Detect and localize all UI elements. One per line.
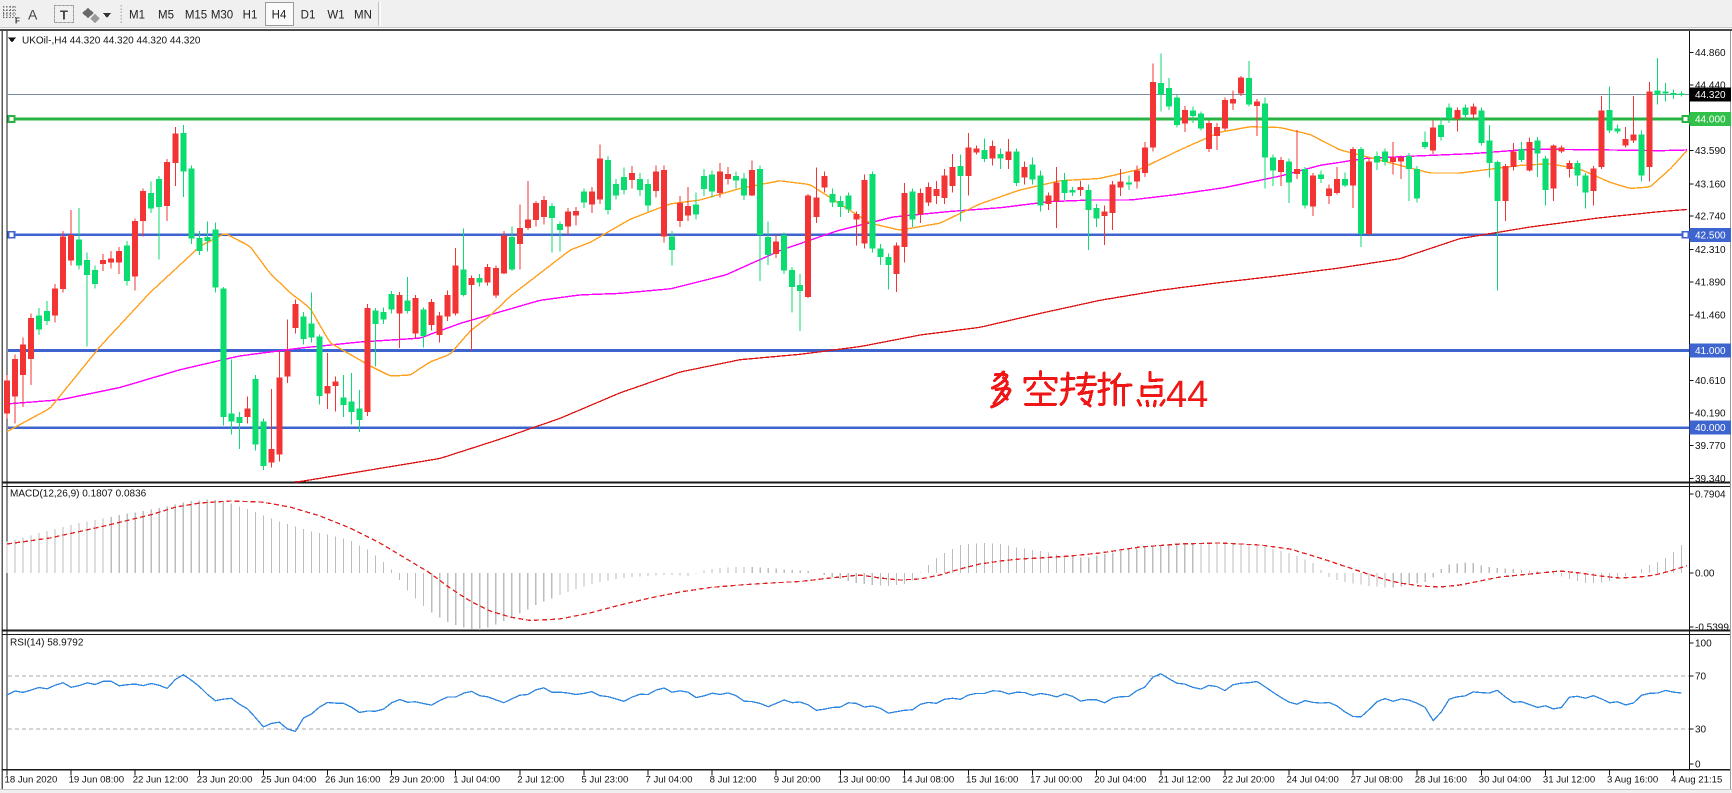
svg-text:44.320: 44.320	[1695, 90, 1726, 101]
svg-text:22 Jul 20:00: 22 Jul 20:00	[1222, 775, 1274, 786]
svg-text:24 Jul 04:00: 24 Jul 04:00	[1287, 775, 1339, 786]
svg-text:H1: H1	[243, 10, 258, 22]
svg-text:-0.5399: -0.5399	[1695, 623, 1729, 634]
svg-text:44.000: 44.000	[1695, 115, 1726, 126]
svg-text:17 Jul 00:00: 17 Jul 00:00	[1030, 775, 1082, 786]
svg-text:4 Aug 21:15: 4 Aug 21:15	[1671, 775, 1722, 786]
svg-text:M5: M5	[158, 10, 174, 22]
svg-text:H4: H4	[272, 10, 287, 22]
svg-text:MN: MN	[354, 10, 372, 22]
svg-text:44: 44	[1166, 374, 1208, 416]
svg-text:31 Jul 12:00: 31 Jul 12:00	[1543, 775, 1595, 786]
svg-text:27 Jul 08:00: 27 Jul 08:00	[1351, 775, 1403, 786]
svg-text:F: F	[15, 17, 20, 26]
svg-text:42.500: 42.500	[1695, 230, 1726, 241]
svg-text:41.000: 41.000	[1695, 346, 1726, 357]
svg-text:23 Jun 20:00: 23 Jun 20:00	[197, 775, 252, 786]
svg-text:42.310: 42.310	[1695, 245, 1726, 256]
svg-text:26 Jun 16:00: 26 Jun 16:00	[325, 775, 380, 786]
svg-text:3 Aug 16:00: 3 Aug 16:00	[1607, 775, 1658, 786]
svg-text:41.460: 41.460	[1695, 311, 1726, 322]
svg-text:2 Jul 12:00: 2 Jul 12:00	[517, 775, 564, 786]
svg-text:14 Jul 08:00: 14 Jul 08:00	[902, 775, 954, 786]
svg-text:20 Jul 04:00: 20 Jul 04:00	[1094, 775, 1146, 786]
svg-text:29 Jun 20:00: 29 Jun 20:00	[389, 775, 444, 786]
svg-text:19 Jun 08:00: 19 Jun 08:00	[69, 775, 124, 786]
svg-text:9 Jul 20:00: 9 Jul 20:00	[774, 775, 821, 786]
svg-text:25 Jun 04:00: 25 Jun 04:00	[261, 775, 316, 786]
svg-text:D1: D1	[301, 10, 316, 22]
svg-text:100: 100	[1695, 639, 1712, 650]
svg-text:7 Jul 04:00: 7 Jul 04:00	[646, 775, 693, 786]
svg-text:30 Jul 04:00: 30 Jul 04:00	[1479, 775, 1531, 786]
svg-text:40.190: 40.190	[1695, 408, 1726, 419]
svg-text:30: 30	[1695, 725, 1707, 736]
svg-text:M30: M30	[211, 10, 233, 22]
svg-text:44.860: 44.860	[1695, 48, 1726, 59]
svg-text:22 Jun 12:00: 22 Jun 12:00	[133, 775, 188, 786]
svg-text:1 Jul 04:00: 1 Jul 04:00	[453, 775, 500, 786]
svg-text:39.770: 39.770	[1695, 441, 1726, 452]
svg-text:0.7904: 0.7904	[1695, 490, 1726, 501]
svg-text:43.160: 43.160	[1695, 179, 1726, 190]
svg-text:28 Jul 16:00: 28 Jul 16:00	[1415, 775, 1467, 786]
svg-text:15 Jul 16:00: 15 Jul 16:00	[966, 775, 1018, 786]
svg-text:5 Jul 23:00: 5 Jul 23:00	[581, 775, 628, 786]
svg-text:UKOil-,H4 44.320 44.320 44.32: UKOil-,H4 44.320 44.320 44.320 44.320	[22, 36, 201, 47]
svg-text:44.440: 44.440	[1695, 81, 1726, 92]
svg-text:MACD(12,26,9) 0.1807 0.0836: MACD(12,26,9) 0.1807 0.0836	[10, 489, 147, 500]
svg-text:M1: M1	[129, 10, 145, 22]
svg-text:41.890: 41.890	[1695, 277, 1726, 288]
svg-text:W1: W1	[327, 10, 344, 22]
svg-text:40.610: 40.610	[1695, 376, 1726, 387]
svg-text:42.740: 42.740	[1695, 212, 1726, 223]
svg-text:0.00: 0.00	[1695, 569, 1715, 580]
svg-text:43.590: 43.590	[1695, 146, 1726, 157]
svg-text:21 Jul 12:00: 21 Jul 12:00	[1158, 775, 1210, 786]
svg-text:70: 70	[1695, 672, 1707, 683]
svg-text:40.000: 40.000	[1695, 423, 1726, 434]
svg-text:M15: M15	[185, 10, 207, 22]
svg-text:RSI(14) 58.9792: RSI(14) 58.9792	[10, 638, 84, 649]
svg-text:T: T	[60, 8, 68, 23]
svg-text:A: A	[28, 7, 38, 23]
svg-text:0: 0	[1695, 760, 1701, 771]
svg-text:39.340: 39.340	[1695, 474, 1726, 485]
svg-text:13 Jul 00:00: 13 Jul 00:00	[838, 775, 890, 786]
svg-text:8 Jul 12:00: 8 Jul 12:00	[710, 775, 757, 786]
svg-text:18 Jun 2020: 18 Jun 2020	[5, 775, 58, 786]
